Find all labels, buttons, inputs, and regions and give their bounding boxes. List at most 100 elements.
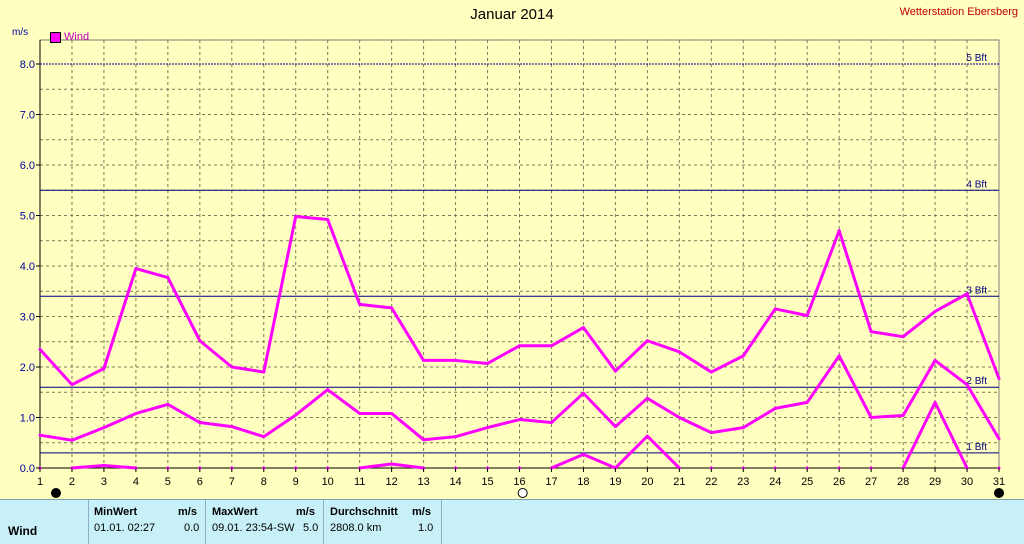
x-tick-label: 29	[929, 476, 941, 488]
min-header: MinWert	[94, 506, 138, 518]
data-point	[581, 326, 585, 330]
data-point	[869, 416, 873, 419]
x-tick-label: 31	[993, 476, 1005, 488]
data-point	[198, 339, 202, 343]
summary-max-cell: MaxWert m/s 09.01. 23:54-SW 5.0	[206, 500, 324, 544]
data-point	[549, 344, 553, 348]
x-tick-label: 14	[449, 476, 461, 488]
x-tick-label: 21	[673, 476, 685, 488]
y-tick-label: 3.0	[20, 312, 35, 324]
data-point	[773, 406, 777, 410]
y-tick-label: 7.0	[20, 110, 35, 122]
data-point	[390, 462, 394, 466]
x-tick-label: 12	[386, 476, 398, 488]
max-value: 5.0	[303, 522, 319, 534]
data-point	[549, 421, 553, 425]
plot-frame	[39, 39, 1000, 469]
data-point	[102, 463, 106, 467]
series-line	[550, 434, 681, 470]
data-point	[709, 431, 713, 435]
avg-value: 1.0	[418, 522, 434, 534]
data-point	[134, 267, 138, 271]
data-point	[677, 350, 681, 354]
data-point	[805, 400, 809, 404]
data-point	[102, 367, 106, 371]
y-tick-label: 6.0	[20, 160, 35, 172]
data-point	[901, 413, 905, 417]
min-time: 01.01. 02:27	[94, 522, 156, 534]
x-tick-label: 1	[37, 476, 43, 488]
data-point	[70, 438, 74, 442]
x-tick-label: 2	[69, 476, 75, 488]
data-point	[134, 411, 138, 415]
distance: 2808.0 km	[330, 522, 382, 534]
y-axis-unit: m/s	[12, 27, 29, 38]
beaufort-label: 5 Bft	[966, 53, 987, 64]
data-point	[422, 358, 426, 362]
week-marker-icon	[994, 488, 1004, 498]
data-point	[518, 344, 521, 348]
data-point	[997, 437, 1001, 441]
x-tick-label: 30	[961, 476, 973, 488]
x-tick-label: 3	[101, 476, 107, 488]
data-point	[741, 426, 745, 430]
max-unit-header: m/s	[296, 506, 315, 518]
series-line	[39, 354, 1001, 442]
wind-chart: 1 Bft 2 Bft 3 Bft 4 Bft 5 Bft 0.0 1.0 2.0 3.0 4.…	[20, 39, 1005, 498]
data-point	[166, 276, 170, 280]
data-point	[486, 361, 490, 365]
data-point	[294, 413, 298, 417]
week-marker-icon	[517, 488, 528, 498]
beaufort-label: 2 Bft	[966, 376, 987, 387]
data-point	[837, 354, 841, 358]
data-point	[422, 438, 426, 442]
data-point	[358, 411, 362, 415]
x-tick-label: 25	[801, 476, 813, 488]
summary-row-label: Wind	[8, 524, 38, 538]
legend: Wind	[50, 31, 89, 43]
max-time: 09.01. 23:54-SW	[212, 522, 295, 534]
x-tick-label: 16	[513, 476, 525, 488]
avg-unit-header: m/s	[412, 506, 431, 518]
data-point	[581, 391, 585, 395]
data-point	[933, 309, 937, 313]
data-point	[390, 306, 394, 310]
data-point	[645, 434, 649, 438]
data-point	[645, 396, 649, 400]
legend-swatch-wind	[50, 31, 61, 43]
data-point	[198, 421, 202, 425]
summary-avg-cell: Durchschnitt m/s 2808.0 km 1.0	[324, 500, 442, 544]
data-point	[70, 383, 74, 387]
x-tick-label: 10	[322, 476, 334, 488]
x-tick-label: 28	[897, 476, 909, 488]
data-point	[709, 370, 713, 374]
data-point	[965, 292, 969, 296]
x-tick-label: 15	[481, 476, 493, 488]
data-point	[262, 370, 266, 374]
data-point	[38, 433, 42, 437]
data-point	[773, 307, 777, 311]
x-tick-label: 27	[865, 476, 877, 488]
y-tick-label: 2.0	[20, 362, 35, 374]
data-point	[230, 425, 234, 429]
data-point	[741, 354, 745, 358]
data-point	[326, 218, 330, 222]
legend-label-wind: Wind	[64, 31, 90, 43]
beaufort-label: 3 Bft	[966, 285, 987, 296]
data-point	[805, 313, 809, 317]
data-point	[166, 402, 170, 406]
data-point	[997, 377, 1001, 381]
data-point	[901, 335, 905, 339]
data-point	[230, 365, 234, 369]
data-point	[102, 426, 106, 430]
data-point	[358, 302, 362, 306]
data-point	[262, 435, 266, 439]
data-point	[613, 425, 617, 429]
data-point	[645, 339, 649, 343]
x-tick-label: 23	[737, 476, 749, 488]
data-point	[965, 383, 969, 387]
x-tick-label: 17	[545, 476, 557, 488]
x-tick-label: 7	[229, 476, 235, 488]
summary-label-column	[0, 500, 89, 544]
data-point	[294, 215, 298, 219]
